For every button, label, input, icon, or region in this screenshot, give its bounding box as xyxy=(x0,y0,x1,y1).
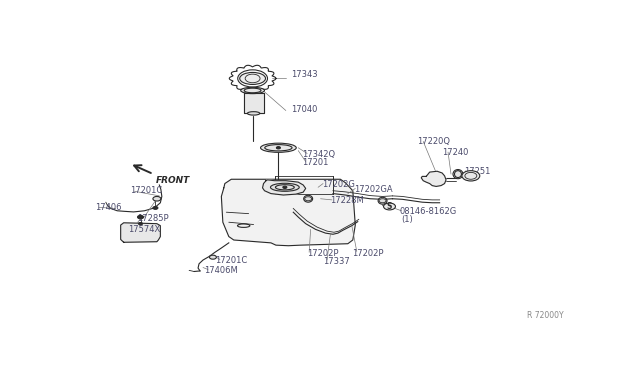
Text: 17285P: 17285P xyxy=(138,214,169,223)
Text: 17201C: 17201C xyxy=(215,256,247,264)
Ellipse shape xyxy=(304,195,312,202)
Circle shape xyxy=(209,255,216,259)
Text: 17343: 17343 xyxy=(291,70,317,79)
Text: 17201: 17201 xyxy=(301,158,328,167)
Text: 17202P: 17202P xyxy=(307,248,338,258)
Polygon shape xyxy=(121,223,161,242)
Text: 17240: 17240 xyxy=(442,148,468,157)
Circle shape xyxy=(276,147,280,149)
Ellipse shape xyxy=(378,197,387,204)
Polygon shape xyxy=(221,179,355,246)
Text: 17251: 17251 xyxy=(465,167,491,176)
Text: 17342Q: 17342Q xyxy=(301,150,335,158)
Ellipse shape xyxy=(453,170,463,179)
Circle shape xyxy=(283,186,287,189)
Ellipse shape xyxy=(248,112,260,115)
Text: 08146-8162G: 08146-8162G xyxy=(400,207,457,216)
Text: (1): (1) xyxy=(401,215,413,224)
Text: 17202G: 17202G xyxy=(322,180,355,189)
Text: 17406: 17406 xyxy=(95,203,122,212)
Text: 17228M: 17228M xyxy=(330,196,364,205)
Polygon shape xyxy=(421,171,446,186)
Text: 17574X: 17574X xyxy=(128,225,161,234)
Text: R 72000Y: R 72000Y xyxy=(527,311,564,320)
Circle shape xyxy=(383,203,396,210)
Text: 17202GA: 17202GA xyxy=(355,185,393,194)
Circle shape xyxy=(462,171,480,181)
Circle shape xyxy=(138,215,143,219)
Ellipse shape xyxy=(240,73,266,84)
Ellipse shape xyxy=(260,143,296,153)
Text: 17201C: 17201C xyxy=(129,186,162,195)
Text: 17406M: 17406M xyxy=(204,266,237,275)
Text: 17040: 17040 xyxy=(291,105,317,113)
Circle shape xyxy=(138,222,143,225)
Ellipse shape xyxy=(241,87,264,94)
Text: 17202P: 17202P xyxy=(352,248,383,258)
Ellipse shape xyxy=(271,183,300,191)
Circle shape xyxy=(153,196,161,201)
Text: 17337: 17337 xyxy=(323,257,350,266)
Polygon shape xyxy=(244,93,264,113)
Text: S: S xyxy=(387,202,392,211)
Text: 17220Q: 17220Q xyxy=(417,137,451,146)
Polygon shape xyxy=(262,180,306,195)
Text: FRONT: FRONT xyxy=(156,176,189,185)
Circle shape xyxy=(153,206,158,209)
